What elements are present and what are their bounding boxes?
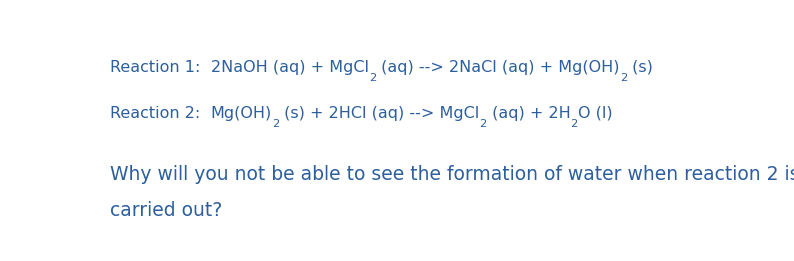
Text: (s): (s) bbox=[627, 60, 653, 74]
Text: O (l): O (l) bbox=[578, 106, 612, 121]
Text: carried out?: carried out? bbox=[110, 201, 222, 220]
Text: 2: 2 bbox=[571, 119, 578, 129]
Text: Mg(OH): Mg(OH) bbox=[211, 106, 272, 121]
Text: (aq) + 2H: (aq) + 2H bbox=[487, 106, 571, 121]
Text: 2NaOH (aq) + MgCl: 2NaOH (aq) + MgCl bbox=[211, 60, 369, 74]
Text: (s) + 2HCl (aq) --> MgCl: (s) + 2HCl (aq) --> MgCl bbox=[279, 106, 480, 121]
Text: 2: 2 bbox=[272, 119, 279, 129]
Text: 2: 2 bbox=[619, 73, 627, 83]
Text: Reaction 1:: Reaction 1: bbox=[110, 60, 211, 74]
Text: 2: 2 bbox=[369, 73, 376, 83]
Text: Why will you not be able to see the formation of water when reaction 2 is: Why will you not be able to see the form… bbox=[110, 165, 794, 184]
Text: Reaction 2:: Reaction 2: bbox=[110, 106, 211, 121]
Text: 2: 2 bbox=[480, 119, 487, 129]
Text: (aq) --> 2NaCl (aq) + Mg(OH): (aq) --> 2NaCl (aq) + Mg(OH) bbox=[376, 60, 619, 74]
